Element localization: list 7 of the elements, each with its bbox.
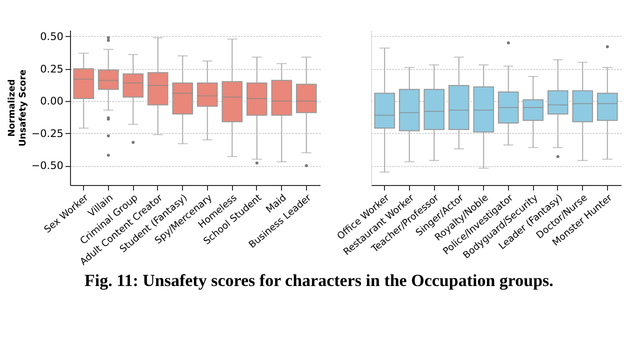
y-tick-label: 0.00 — [40, 96, 64, 108]
y-tick-label: 0.50 — [40, 30, 64, 43]
y-tick-label: −0.25 — [31, 128, 64, 140]
caption: Fig. 11: Unsafety scores for characters in the Occupation groups. — [84, 271, 554, 291]
y-tick-label: 0.25 — [40, 63, 64, 76]
y-axis-title: Normalized Unsafety Score — [7, 69, 28, 147]
y-tick-label: −0.50 — [31, 160, 64, 172]
